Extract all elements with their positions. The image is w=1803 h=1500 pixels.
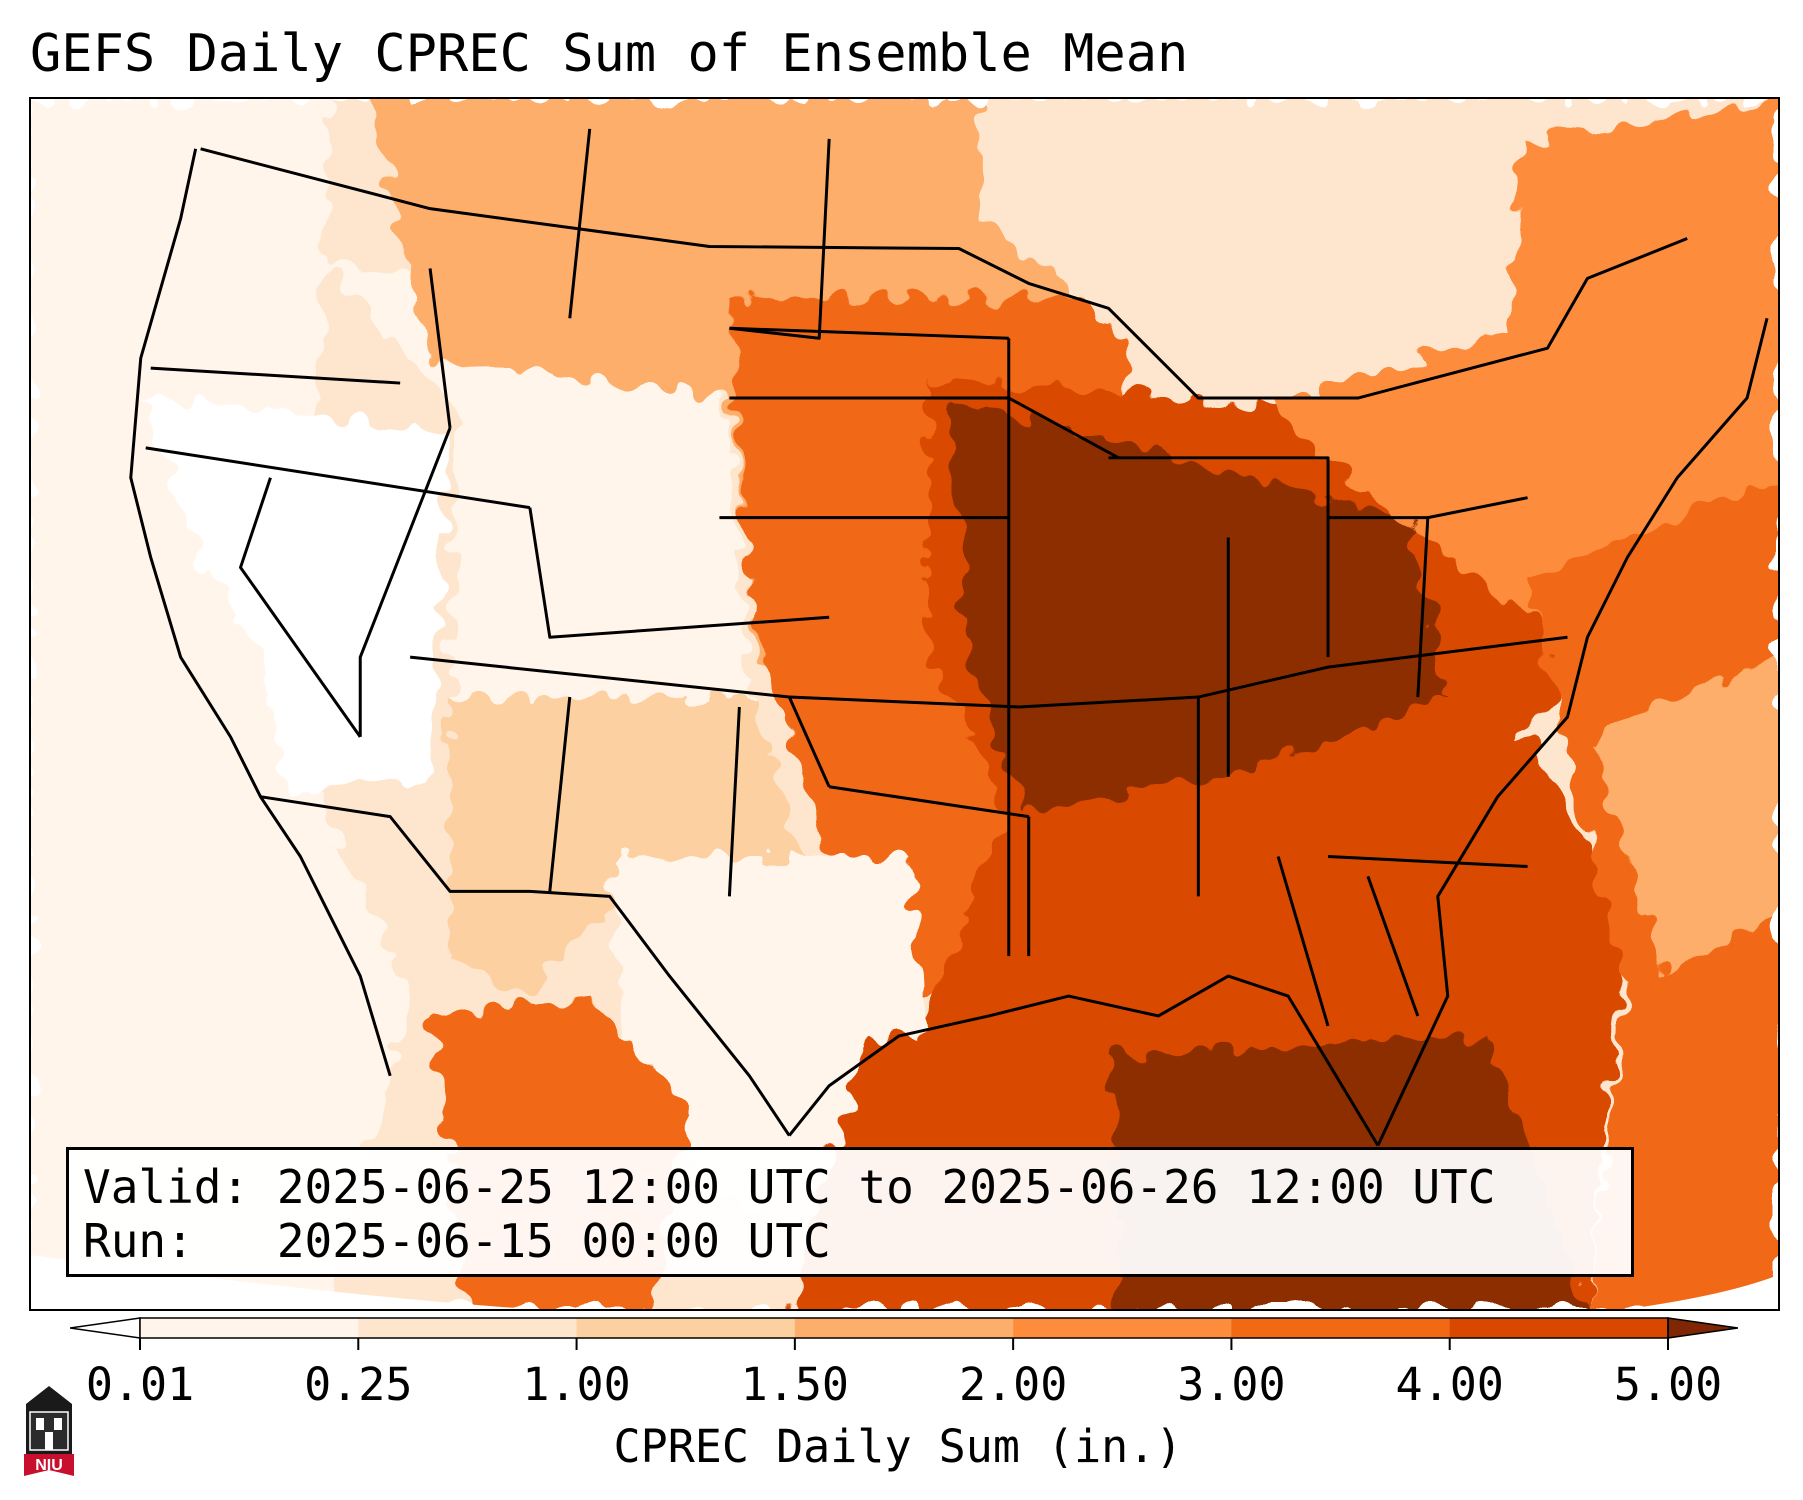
colorbar-tick-label: 5.00 [1613, 1358, 1723, 1411]
colorbar-segment [1449, 1318, 1669, 1338]
state-lines-central [719, 326, 1568, 1027]
colorbar-segment [358, 1318, 578, 1338]
colorbar-tick-label: 1.50 [740, 1358, 850, 1411]
colorbar-segment [1231, 1318, 1451, 1338]
valid-run-info-box: Valid: 2025-06-25 12:00 UTC to 2025-06-2… [66, 1147, 1634, 1277]
us-mexico-border [260, 795, 791, 1137]
colorbar-over-extension [1667, 1317, 1738, 1339]
colorbar-outline [139, 1317, 1669, 1339]
colorbar-tick-label: 2.00 [958, 1358, 1068, 1411]
us-canada-border [200, 147, 1688, 400]
precip-field-svg [31, 99, 1778, 1309]
colorbar-tick-label: 1.00 [522, 1358, 631, 1411]
region-southwest [450, 697, 810, 997]
colorbar-segment [140, 1318, 359, 1338]
niu-logo: NIU [24, 1386, 74, 1476]
chart-title: GEFS Daily CPREC Sum of Ensemble Mean [30, 24, 1189, 84]
precip-field [31, 99, 1778, 1309]
boundaries [129, 128, 1769, 1147]
colorbar [70, 1317, 1738, 1350]
east-coast [1376, 317, 1769, 1147]
colorbar-tick-label: 0.25 [304, 1358, 413, 1411]
colorbar-tick-label: 3.00 [1177, 1358, 1286, 1411]
gulf-coast [788, 974, 1380, 1147]
valid-time-line: Valid: 2025-06-25 12:00 UTC to 2025-06-2… [83, 1160, 1496, 1214]
region-pacific [31, 99, 411, 1309]
university-tower-icon [24, 1386, 74, 1476]
colorbar-segment [576, 1318, 796, 1338]
west-coast [129, 148, 392, 1077]
colorbar-segment [794, 1318, 1014, 1338]
region-atlantic-light [1587, 657, 1778, 977]
region-core-max [948, 398, 1448, 817]
run-time-line: Run: 2025-06-15 00:00 UTC [83, 1214, 831, 1268]
region-canada-east [978, 99, 1528, 399]
colorbar-tick-label: 0.01 [85, 1358, 195, 1411]
colorbar-tick-label: 4.00 [1395, 1358, 1504, 1411]
colorbar-under-extension [70, 1317, 141, 1339]
colorbar-label: CPREC Daily Sum (in.) [613, 1420, 1183, 1473]
region-great-basin [140, 398, 451, 797]
projection-edge-right [1627, 1275, 1778, 1309]
projection-edge-left [31, 1255, 530, 1309]
colorbar-segment [1013, 1318, 1232, 1338]
precip-map [29, 97, 1780, 1311]
logo-text: NIU [35, 1457, 63, 1474]
